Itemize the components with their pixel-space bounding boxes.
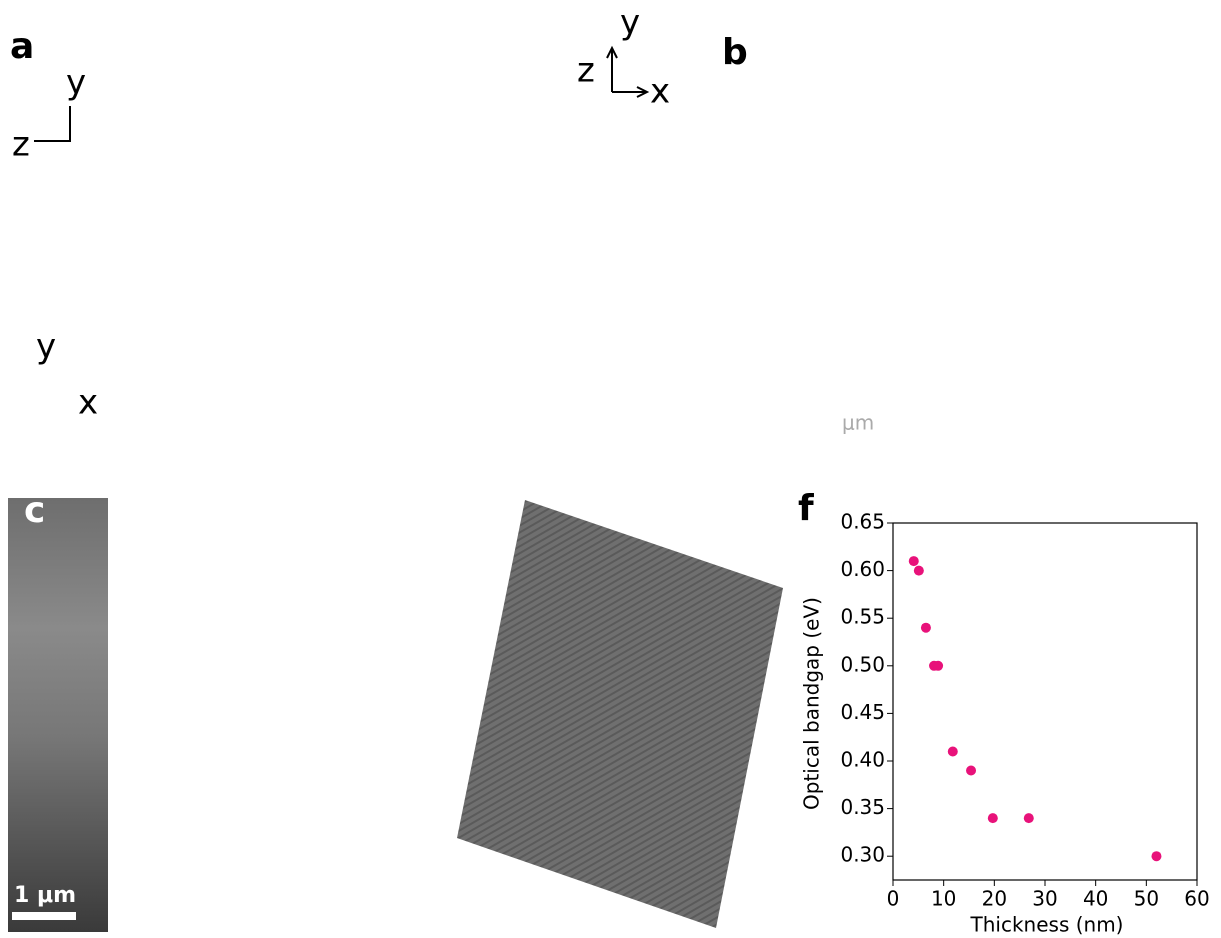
- x-tick-label: 0: [887, 887, 900, 911]
- y-axis-label: Optical bandgap (eV): [800, 597, 824, 810]
- point: [908, 556, 919, 567]
- x-tick-label: 40: [1083, 887, 1108, 911]
- plot-frame: [892, 522, 1198, 881]
- axis-label: x: [650, 72, 670, 112]
- axis-label: y: [36, 327, 56, 367]
- point: [913, 565, 924, 576]
- scale-bar: [12, 912, 76, 920]
- chart: 0 10 20 30 40 50 60 0.30 0.35 0.40 0.45 0.50 0.55 0.6…: [798, 488, 1210, 937]
- point: [933, 660, 944, 671]
- point: [1023, 813, 1034, 824]
- point: [987, 813, 998, 824]
- y-tick-label: 0.35: [840, 795, 885, 819]
- x-tick-label: 60: [1184, 887, 1209, 911]
- axis-label: z: [12, 125, 30, 165]
- y-tick-label: 0.50: [840, 652, 885, 676]
- scale-bar-label: 1 μm: [14, 883, 76, 908]
- panel-label: f: [798, 488, 814, 529]
- point: [1151, 851, 1162, 862]
- point: [966, 765, 977, 776]
- x-tick-label: 30: [1032, 887, 1057, 911]
- x-tick-label: 10: [931, 887, 956, 911]
- micrograph: [8, 498, 108, 932]
- x-axis-label: Thickness (nm): [970, 913, 1124, 937]
- y-tick-label: 0.55: [840, 605, 885, 629]
- panel-label: b: [722, 32, 748, 73]
- y-tick-label: 0.60: [840, 557, 885, 581]
- axis-label: x: [78, 383, 98, 423]
- axis-label: y: [620, 3, 640, 43]
- y-tick-label: 0.40: [840, 748, 885, 772]
- y-tick-label: 0.45: [840, 700, 885, 724]
- unit-label: μm: [842, 411, 874, 435]
- x-tick-label: 50: [1134, 887, 1159, 911]
- axis-label: y: [66, 63, 86, 103]
- hrtem-image: [457, 500, 783, 928]
- axis-glyph: [34, 106, 71, 142]
- y-tick-label: 0.30: [840, 843, 885, 867]
- panel-label: a: [10, 26, 34, 67]
- axis-glyph: [606, 45, 650, 98]
- y-tick-label: 0.65: [840, 510, 885, 534]
- axis-label: z: [577, 51, 595, 91]
- panel-label: c: [24, 490, 45, 531]
- x-tick-label: 20: [982, 887, 1007, 911]
- point: [920, 622, 931, 633]
- point: [947, 746, 958, 757]
